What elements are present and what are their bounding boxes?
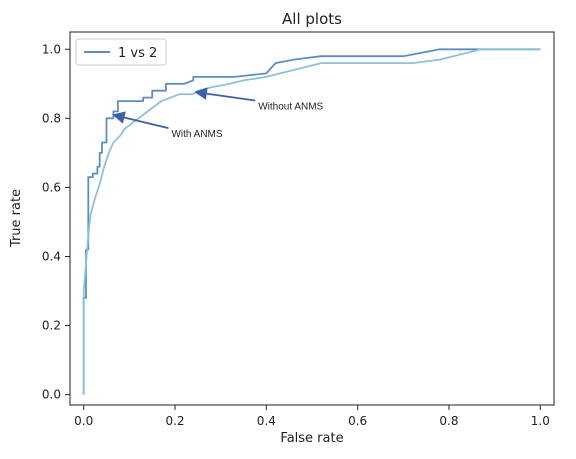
y-axis-label: True rate	[9, 189, 24, 248]
x-tick-label: 1.0	[531, 414, 550, 428]
x-tick-label: 0.2	[165, 414, 184, 428]
legend-entry: 1 vs 2	[118, 46, 157, 61]
x-axis-label: False rate	[280, 431, 343, 446]
annotations: With ANMS Without ANMS	[112, 87, 324, 140]
x-tick-label: 0.8	[439, 414, 458, 428]
y-tick-label: 0.2	[42, 319, 61, 333]
plot-area-frame	[69, 31, 555, 406]
series-line-with-anms	[82, 48, 541, 395]
series-line-without-anms	[82, 48, 541, 395]
y-tick-label: 1.0	[42, 42, 61, 56]
annotation-arrow-without-anms	[194, 87, 256, 102]
y-tick-label: 0.8	[42, 111, 61, 125]
annotation-with-anms: With ANMS	[171, 129, 222, 140]
annotation-without-anms: Without ANMS	[258, 102, 323, 113]
axis-ticks: 0.0 0.2 0.4 0.6 0.8 1.0 0.0 0.2 0.4 0.6 0.8 1.0	[42, 42, 550, 428]
y-tick-label: 0.0	[42, 388, 61, 402]
chart-title: All plots	[282, 10, 342, 28]
annotation-arrow-with-anms	[112, 111, 169, 130]
series-layer	[82, 48, 541, 395]
x-tick-label: 0.6	[348, 414, 367, 428]
y-tick-label: 0.4	[42, 249, 61, 263]
y-tick-label: 0.6	[42, 180, 61, 194]
x-tick-label: 0.0	[74, 414, 93, 428]
x-tick-label: 0.4	[257, 414, 276, 428]
legend-box	[75, 38, 167, 66]
legend: 1 vs 2	[75, 38, 167, 66]
